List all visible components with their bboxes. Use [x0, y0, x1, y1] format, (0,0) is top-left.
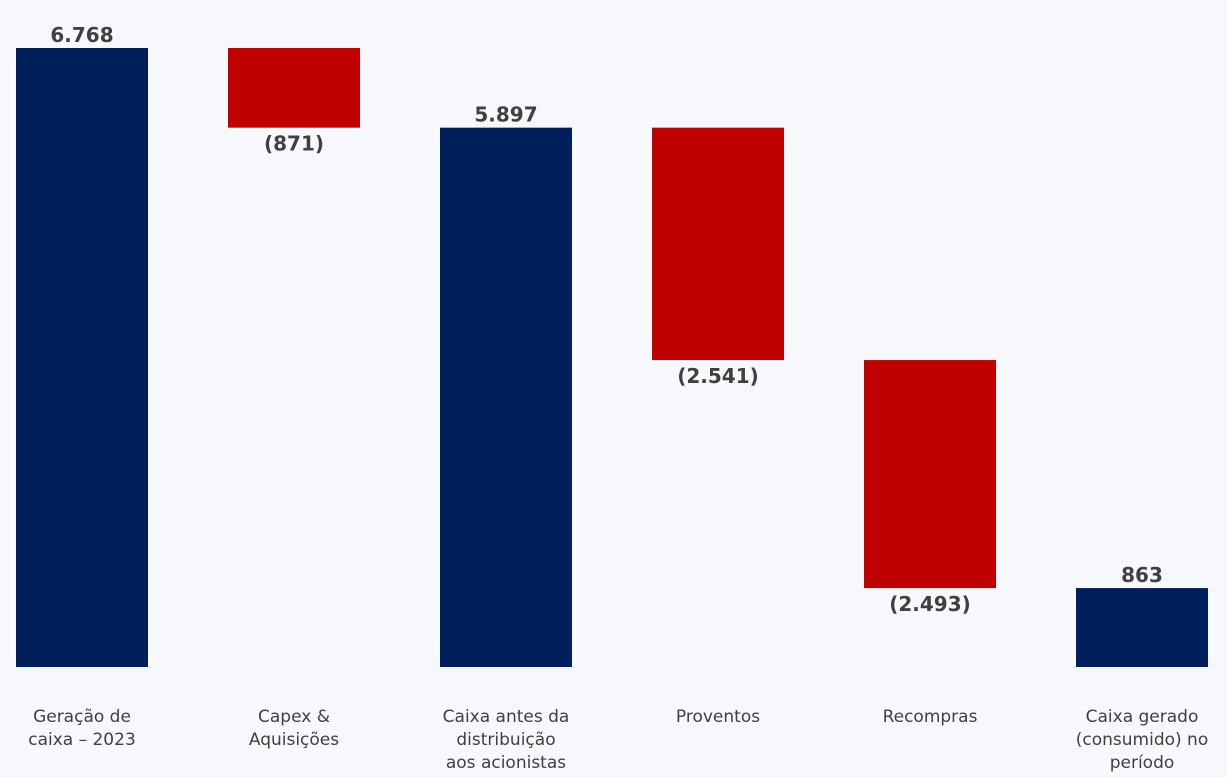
category-label-line: Caixa antes da	[443, 707, 570, 727]
category-label-line: Caixa gerado	[1086, 707, 1199, 727]
bar-4	[652, 127, 784, 361]
category-label-2: Capex & Aquisições	[249, 707, 339, 750]
data-label-2: (871)	[264, 132, 324, 156]
category-label-1: Geração de caixa – 2023	[28, 707, 136, 750]
category-label-line: Recompras	[883, 707, 978, 727]
category-label-line: Geração de	[33, 707, 131, 727]
category-label-line: (consumido) no	[1076, 730, 1208, 750]
category-label-5: Recompras	[883, 707, 978, 727]
bar-2	[228, 48, 360, 128]
bar-6	[1076, 588, 1208, 667]
bar-3	[440, 127, 572, 667]
data-label-5: (2.493)	[889, 592, 971, 616]
category-label-line: Capex &	[258, 707, 330, 727]
category-label-3: Caixa antes da distribuição aos acionistas	[443, 707, 570, 773]
data-label-4: (2.541)	[677, 364, 759, 388]
data-label-3: 5.897	[474, 103, 537, 127]
category-label-4: Proventos	[676, 707, 760, 727]
category-label-line: período	[1110, 753, 1175, 773]
bar-5	[864, 360, 996, 589]
data-label-6: 863	[1121, 563, 1163, 587]
data-label-1: 6.768	[50, 23, 113, 47]
bar-1	[16, 48, 148, 667]
category-label-line: aos acionistas	[446, 753, 566, 773]
category-label-6: Caixa gerado (consumido) no período	[1076, 707, 1208, 773]
category-label-line: Proventos	[676, 707, 760, 727]
category-label-line: caixa – 2023	[28, 730, 136, 750]
category-label-line: distribuição	[456, 730, 555, 750]
category-label-line: Aquisições	[249, 730, 339, 750]
